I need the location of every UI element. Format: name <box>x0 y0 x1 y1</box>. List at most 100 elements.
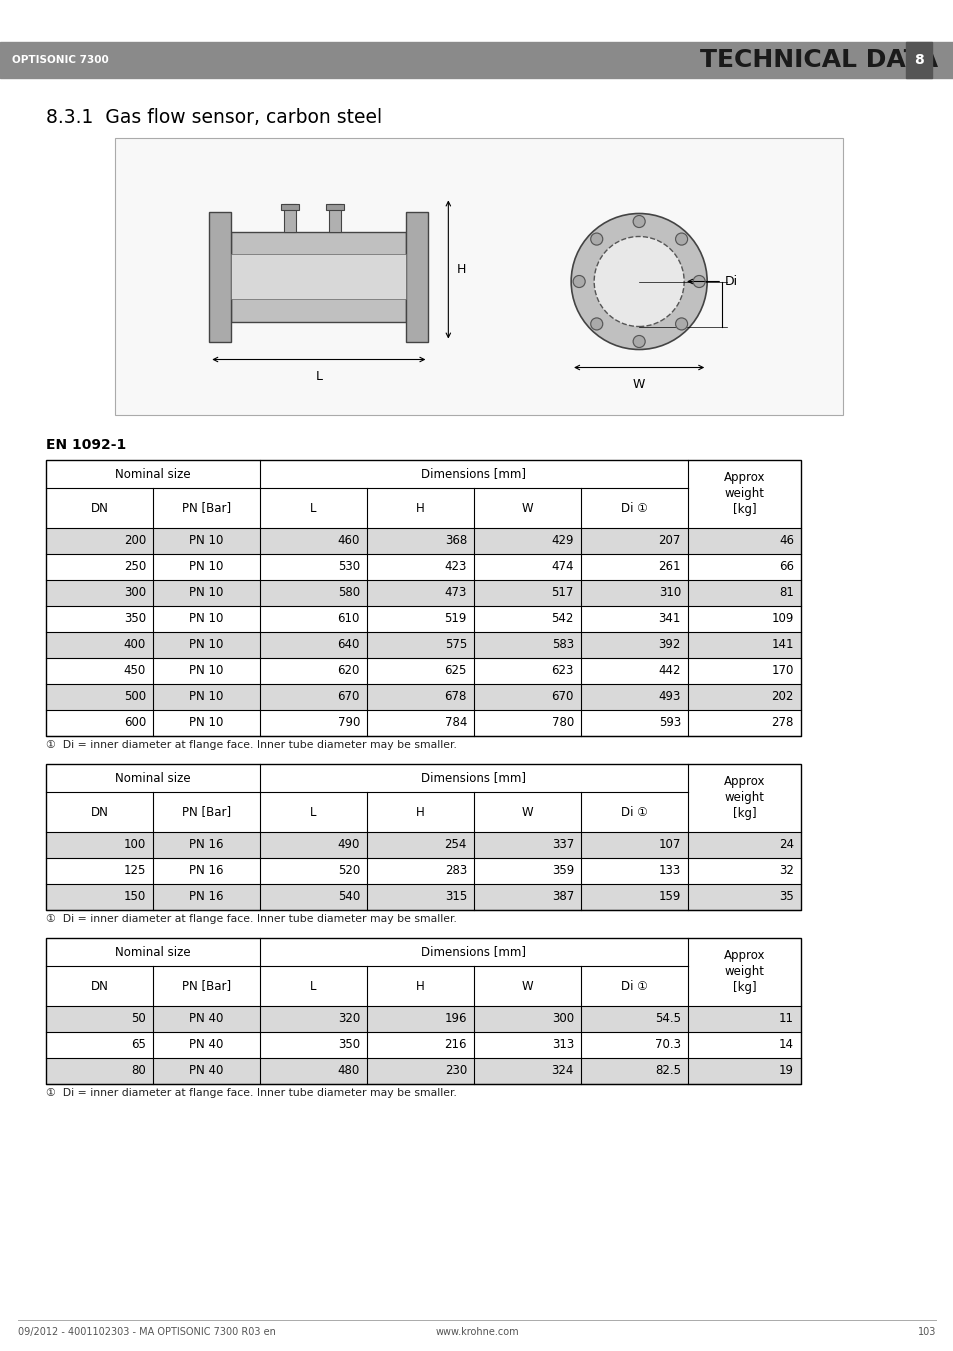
Text: 359: 359 <box>551 865 574 878</box>
Text: 66: 66 <box>779 561 793 574</box>
Text: PN 10: PN 10 <box>189 612 223 626</box>
Text: 254: 254 <box>444 839 467 851</box>
Text: 423: 423 <box>444 561 467 574</box>
Bar <box>46 488 687 528</box>
Text: 196: 196 <box>444 1012 467 1025</box>
Bar <box>0 42 953 78</box>
Text: 670: 670 <box>551 690 574 704</box>
Text: 670: 670 <box>337 690 359 704</box>
Text: ①  Di = inner diameter at flange face. Inner tube diameter may be smaller.: ① Di = inner diameter at flange face. In… <box>46 915 456 924</box>
Bar <box>46 1006 801 1032</box>
Text: 202: 202 <box>771 690 793 704</box>
Bar <box>46 1058 801 1084</box>
Text: 620: 620 <box>337 665 359 677</box>
Text: 313: 313 <box>551 1039 574 1051</box>
Text: 107: 107 <box>658 839 680 851</box>
Text: 32: 32 <box>779 865 793 878</box>
Circle shape <box>675 234 687 245</box>
Text: 392: 392 <box>658 639 680 651</box>
Text: 315: 315 <box>444 890 467 904</box>
Text: 387: 387 <box>551 890 574 904</box>
Bar <box>115 138 842 415</box>
Circle shape <box>573 276 584 288</box>
Text: 24: 24 <box>779 839 793 851</box>
Bar <box>46 792 687 832</box>
Bar <box>46 554 801 580</box>
Text: 350: 350 <box>124 612 146 626</box>
Text: 70.3: 70.3 <box>655 1039 680 1051</box>
Bar <box>687 938 801 1006</box>
Text: 103: 103 <box>917 1327 935 1337</box>
Circle shape <box>594 236 683 327</box>
Circle shape <box>590 317 602 330</box>
Text: 50: 50 <box>132 1012 146 1025</box>
Text: PN 16: PN 16 <box>189 890 224 904</box>
Text: 474: 474 <box>551 561 574 574</box>
Bar <box>46 938 801 966</box>
Text: 65: 65 <box>131 1039 146 1051</box>
Text: 19: 19 <box>779 1065 793 1078</box>
Text: 278: 278 <box>771 716 793 730</box>
Text: 230: 230 <box>444 1065 467 1078</box>
Text: PN 16: PN 16 <box>189 839 224 851</box>
Text: 400: 400 <box>124 639 146 651</box>
Text: 575: 575 <box>444 639 467 651</box>
Text: 8.3.1  Gas flow sensor, carbon steel: 8.3.1 Gas flow sensor, carbon steel <box>46 108 382 127</box>
Text: 429: 429 <box>551 535 574 547</box>
Text: 82.5: 82.5 <box>655 1065 680 1078</box>
Text: 150: 150 <box>124 890 146 904</box>
Text: 310: 310 <box>659 586 680 600</box>
Text: PN 10: PN 10 <box>189 716 223 730</box>
Text: 81: 81 <box>779 586 793 600</box>
Text: 542: 542 <box>551 612 574 626</box>
Text: W: W <box>521 805 533 819</box>
Bar <box>687 459 801 528</box>
Text: 337: 337 <box>551 839 574 851</box>
Bar <box>46 684 801 711</box>
Text: W: W <box>521 501 533 515</box>
Text: PN 10: PN 10 <box>189 535 223 547</box>
Circle shape <box>633 335 644 347</box>
Text: PN 10: PN 10 <box>189 586 223 600</box>
Text: PN 10: PN 10 <box>189 665 223 677</box>
Bar <box>46 765 801 792</box>
Text: 460: 460 <box>337 535 359 547</box>
Text: Di ①: Di ① <box>620 501 647 515</box>
Text: 593: 593 <box>659 716 680 730</box>
Text: 600: 600 <box>124 716 146 730</box>
Text: Dimensions [mm]: Dimensions [mm] <box>421 771 526 785</box>
Circle shape <box>633 216 644 227</box>
Bar <box>329 204 340 231</box>
Bar <box>905 42 931 78</box>
Text: 678: 678 <box>444 690 467 704</box>
Bar <box>280 204 298 209</box>
Text: 350: 350 <box>337 1039 359 1051</box>
Text: 790: 790 <box>337 716 359 730</box>
Text: H: H <box>456 263 465 276</box>
Text: 442: 442 <box>658 665 680 677</box>
Text: L: L <box>310 501 316 515</box>
Text: 623: 623 <box>551 665 574 677</box>
Text: DN: DN <box>91 805 109 819</box>
Text: 170: 170 <box>771 665 793 677</box>
Text: 11: 11 <box>779 1012 793 1025</box>
Bar <box>46 858 801 884</box>
Bar <box>687 765 801 832</box>
Text: H: H <box>416 501 424 515</box>
Bar <box>46 938 801 1084</box>
Text: 341: 341 <box>658 612 680 626</box>
Text: 46: 46 <box>779 535 793 547</box>
Bar <box>231 254 406 299</box>
Bar <box>46 459 801 736</box>
Text: 300: 300 <box>551 1012 574 1025</box>
Text: PN [Bar]: PN [Bar] <box>182 501 231 515</box>
Text: PN [Bar]: PN [Bar] <box>182 805 231 819</box>
Text: 216: 216 <box>444 1039 467 1051</box>
Bar <box>46 632 801 658</box>
Text: Dimensions [mm]: Dimensions [mm] <box>421 467 526 481</box>
Text: 784: 784 <box>444 716 467 730</box>
Text: 583: 583 <box>551 639 574 651</box>
Text: 141: 141 <box>771 639 793 651</box>
Text: Dimensions [mm]: Dimensions [mm] <box>421 946 526 958</box>
Circle shape <box>590 234 602 245</box>
